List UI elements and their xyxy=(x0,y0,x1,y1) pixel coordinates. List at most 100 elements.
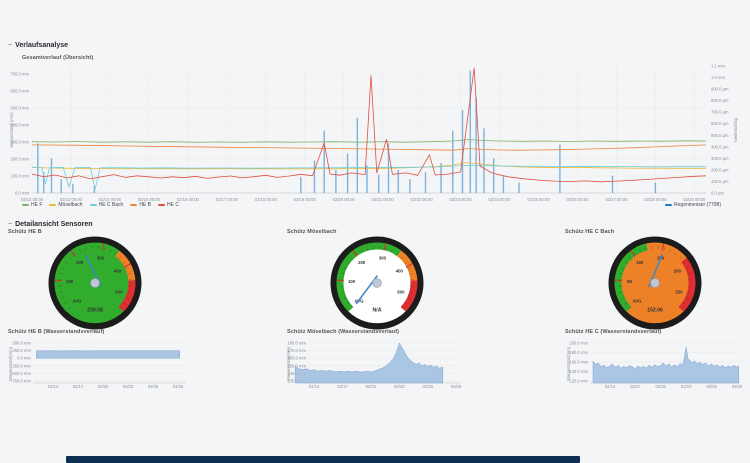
legend-item-HE C Bach[interactable]: HE C Bach xyxy=(89,202,124,208)
svg-text:500: 500 xyxy=(397,290,405,295)
svg-text:Wasserstand(mm): Wasserstand(mm) xyxy=(286,346,291,381)
row-title-detailansicht: Detailansicht Sensoren xyxy=(15,220,93,228)
svg-text:140.0 mm: 140.0 mm xyxy=(569,369,588,374)
legend-label: HE F xyxy=(31,202,43,208)
gauge-title-moeselbach[interactable]: Schütz Möselbach xyxy=(287,229,337,235)
regen-bar xyxy=(335,169,337,193)
regen-bar xyxy=(611,175,614,193)
small-chart-title-he-b[interactable]: Schütz HE B (Wasserstandsverlauf) xyxy=(8,329,105,335)
svg-text:02/24 00:00: 02/24 00:00 xyxy=(488,197,511,202)
svg-text:02/12 00:00: 02/12 00:00 xyxy=(21,197,44,202)
legend-label: HE B xyxy=(139,202,151,208)
regen-bar xyxy=(559,144,561,193)
regen-bar xyxy=(93,186,96,193)
regen-bar xyxy=(440,162,442,193)
gauge-value: 152.06 xyxy=(647,308,663,314)
regen-bar xyxy=(42,172,45,193)
svg-text:-250.0 mm: -250.0 mm xyxy=(11,363,32,368)
svg-text:300: 300 xyxy=(97,256,105,261)
svg-text:400.0 µm: 400.0 µm xyxy=(711,144,729,149)
svg-text:02/21 00:00: 02/21 00:00 xyxy=(372,197,395,202)
gauge-title-he-c-bach[interactable]: Schütz HE C Bach xyxy=(565,229,615,235)
svg-text:02/14 00:00: 02/14 00:00 xyxy=(99,197,122,202)
svg-text:100: 100 xyxy=(636,260,644,265)
legend-item-HE C[interactable]: HE C xyxy=(157,202,179,208)
small-chart-title-he-c[interactable]: Schütz HE C (Wasserstandsverlauf) xyxy=(565,329,662,335)
legend-label: HE C Bach xyxy=(98,202,124,208)
svg-text:02/29: 02/29 xyxy=(732,384,743,389)
svg-text:02/22 00:00: 02/22 00:00 xyxy=(411,197,434,202)
regen-bar xyxy=(60,179,62,193)
svg-text:AVG: AVG xyxy=(72,299,82,304)
small-chart-he-c[interactable]: 200.0 mm 180.0 mm 160.0 mm 140.0 mm 120.0 mm… xyxy=(564,336,750,398)
regen-bar xyxy=(483,128,485,193)
svg-text:AVG: AVG xyxy=(632,299,642,304)
svg-text:02/19 00:00: 02/19 00:00 xyxy=(294,197,317,202)
svg-text:50: 50 xyxy=(627,279,632,284)
gauge-title-he-b[interactable]: Schütz HE B xyxy=(8,229,42,235)
row-title-verlaufsanalyse: Verlaufsanalyse xyxy=(15,41,69,49)
svg-text:02/17: 02/17 xyxy=(630,384,641,389)
row-header-detailansicht[interactable]: − Detailansicht Sensoren xyxy=(8,219,93,229)
main-chart-canvas[interactable]: 700.0 mm 600.0 mm 500.0 mm 400.0 mm 300.0 mm… xyxy=(8,50,742,218)
regen-bar xyxy=(37,143,39,193)
svg-text:150.0 mm: 150.0 mm xyxy=(287,363,306,368)
regen-bar xyxy=(502,175,505,193)
regen-bar xyxy=(397,169,399,193)
svg-text:200.0 mm: 200.0 mm xyxy=(569,341,588,346)
regen-bar xyxy=(452,130,454,193)
svg-text:100.0 µm: 100.0 µm xyxy=(711,179,729,184)
small-chart-he-b[interactable]: 500.0 mm 250.0 mm 0.0 mm -250.0 mm -500.0 mm… xyxy=(8,336,218,398)
legend-item-Möselbach[interactable]: Möselbach xyxy=(49,202,83,208)
svg-text:02/26: 02/26 xyxy=(422,384,433,389)
legend-item-regenmesser[interactable]: Regenmesser (7798) xyxy=(665,202,721,208)
legend-label: Möselbach xyxy=(58,202,83,208)
series-HE F xyxy=(31,139,707,143)
svg-text:200: 200 xyxy=(76,260,84,265)
legend-item-HE F[interactable]: HE F xyxy=(22,202,42,208)
svg-text:900.0 µm: 900.0 µm xyxy=(711,87,729,92)
svg-text:02/16 00:00: 02/16 00:00 xyxy=(177,197,200,202)
svg-text:200.0 mm: 200.0 mm xyxy=(10,157,29,162)
svg-text:02/20: 02/20 xyxy=(98,384,109,389)
legend-color-dash xyxy=(89,204,97,206)
legend-label: HE C xyxy=(166,202,179,208)
svg-text:02/17: 02/17 xyxy=(337,384,348,389)
regen-bar xyxy=(300,176,302,193)
svg-text:02/20 00:00: 02/20 00:00 xyxy=(333,197,356,202)
svg-text:250.0 mm: 250.0 mm xyxy=(12,348,31,353)
svg-text:1.1 mm: 1.1 mm xyxy=(711,64,725,69)
gauge-value: N/A xyxy=(373,308,382,314)
svg-text:800.0 µm: 800.0 µm xyxy=(711,98,729,103)
svg-text:1.0 mm: 1.0 mm xyxy=(711,75,725,80)
svg-text:0.0 mm: 0.0 mm xyxy=(15,191,29,196)
svg-text:500.0 mm: 500.0 mm xyxy=(10,106,29,111)
svg-text:300.0 µm: 300.0 µm xyxy=(711,156,729,161)
svg-text:700.0 mm: 700.0 mm xyxy=(10,72,29,77)
svg-text:02/17 00:00: 02/17 00:00 xyxy=(216,197,239,202)
regen-bar xyxy=(356,117,359,193)
svg-text:02/25 00:00: 02/25 00:00 xyxy=(527,197,550,202)
svg-text:Wasserstand (mm): Wasserstand (mm) xyxy=(9,112,14,148)
svg-text:500.0 mm: 500.0 mm xyxy=(12,341,31,346)
svg-text:02/14: 02/14 xyxy=(605,384,616,389)
regen-bar xyxy=(366,165,368,193)
svg-text:500.0 µm: 500.0 µm xyxy=(711,133,729,138)
small-chart-title-moeselbach[interactable]: Schütz Möselbach (Wasserstandsverlauf) xyxy=(287,329,400,335)
legend-color-dash xyxy=(665,204,673,206)
row-header-verlaufsanalyse[interactable]: − Verlaufsanalyse xyxy=(8,40,68,50)
svg-text:160.0 mm: 160.0 mm xyxy=(569,360,588,365)
area-series xyxy=(294,342,444,384)
svg-text:100.0 mm: 100.0 mm xyxy=(10,174,29,179)
area-series xyxy=(592,346,739,384)
svg-text:02/29: 02/29 xyxy=(173,384,184,389)
svg-text:100: 100 xyxy=(348,279,356,284)
regen-bar xyxy=(313,160,316,193)
svg-text:02/15 00:00: 02/15 00:00 xyxy=(138,197,161,202)
panel-title-gesamtverlauf[interactable]: Gesamtverlauf (Übersicht) xyxy=(22,55,94,61)
svg-text:200.0 µm: 200.0 µm xyxy=(711,167,729,172)
collapse-icon: − xyxy=(8,41,13,49)
legend-item-HE B[interactable]: HE B xyxy=(130,202,151,208)
svg-text:100: 100 xyxy=(66,279,74,284)
